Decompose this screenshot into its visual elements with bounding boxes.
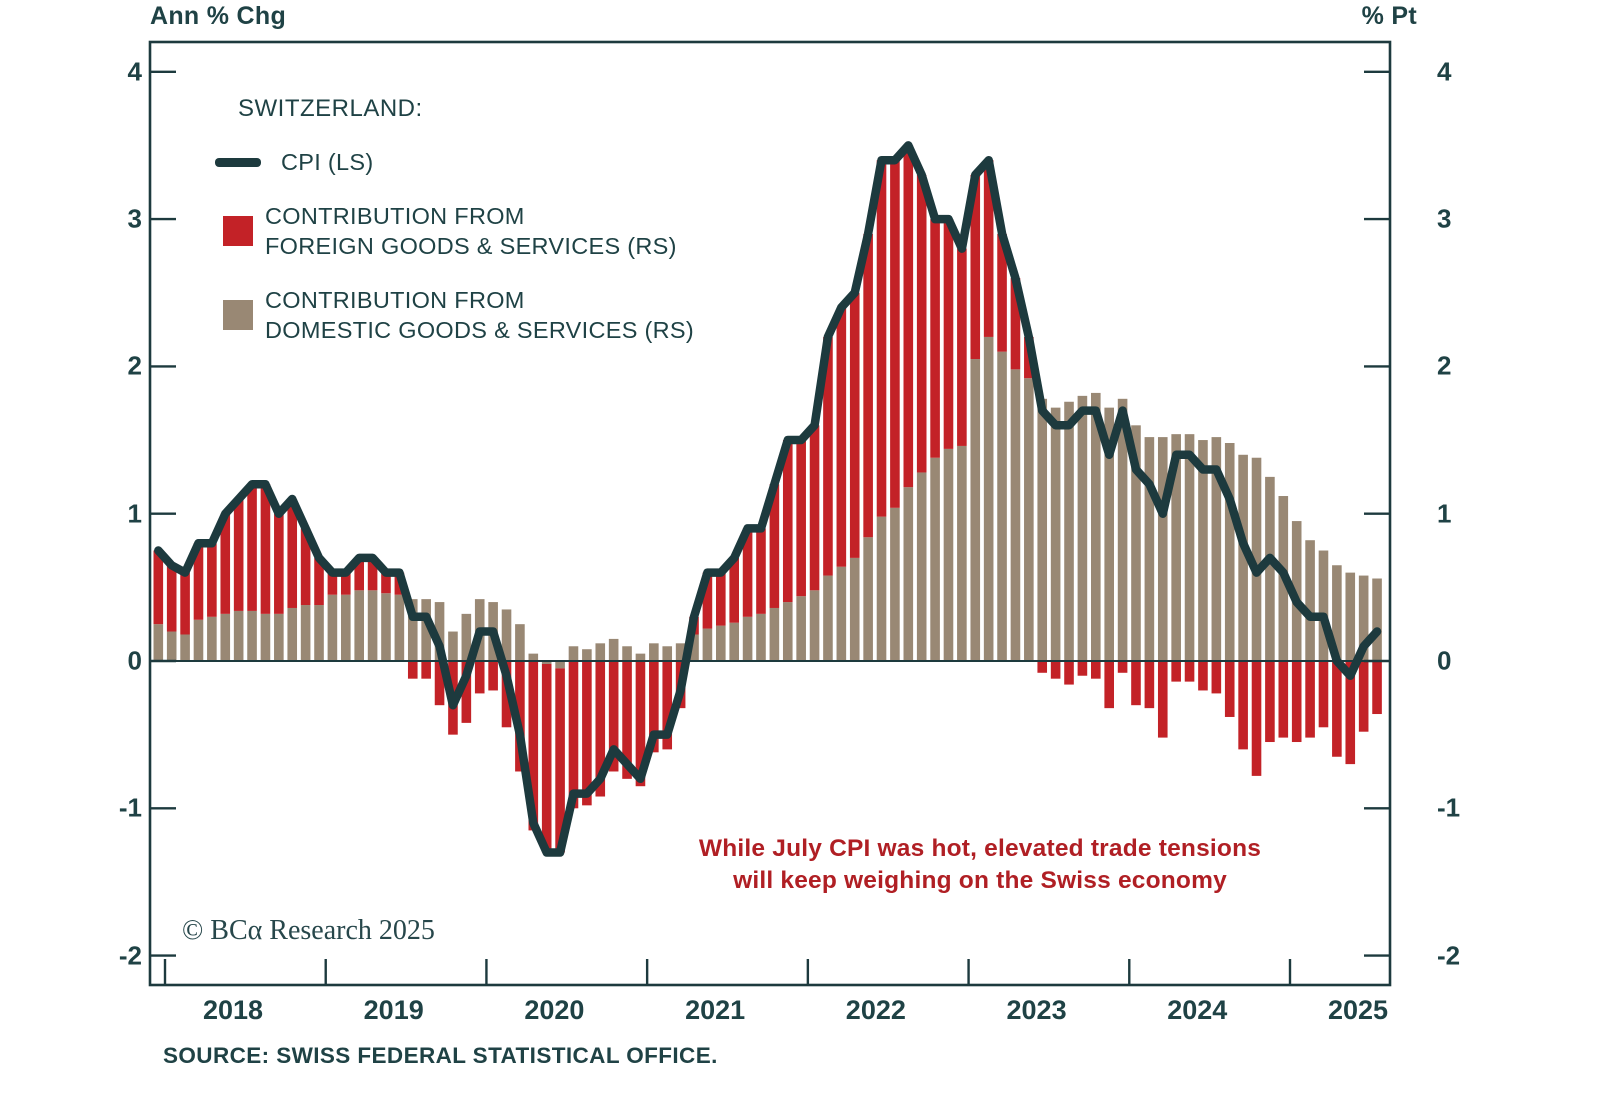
copyright-note: © BCα Research 2025 [182, 915, 435, 946]
legend-item-cpi: CPI (LS) [215, 147, 694, 177]
x-axis-label-2018: 2018 [202, 995, 264, 1025]
y-axis-label-left: 4 [127, 56, 142, 87]
cpi-line-swatch [215, 157, 261, 167]
left-axis-title: Ann % Chg [150, 2, 287, 30]
y-axis-label-left: 0 [127, 645, 142, 676]
legend-item-foreign: CONTRIBUTION FROM FOREIGN GOODS & SERVICE… [215, 201, 694, 261]
legend-item-cpi-label: CPI (LS) [281, 149, 374, 175]
y-axis-label-left: -1 [118, 792, 142, 823]
y-axis-label-right: -1 [1437, 792, 1461, 823]
chart-annotation: While July CPI was hot, elevated trade t… [699, 833, 1261, 897]
domestic-bar-swatch [223, 300, 253, 330]
legend-item-domestic-label: CONTRIBUTION FROM DOMESTIC GOODS & SERVIC… [265, 285, 694, 345]
foreign-bar-swatch [223, 216, 253, 246]
x-axis-label-2024: 2024 [1167, 995, 1228, 1025]
y-axis-label-left: 1 [127, 498, 142, 529]
y-axis-label-left: -2 [118, 940, 142, 971]
x-axis-label-2025: 2025 [1327, 995, 1389, 1025]
y-axis-label-left: 3 [127, 203, 142, 234]
y-axis-label-right: 4 [1437, 56, 1452, 87]
x-axis-label-2020: 2020 [524, 995, 585, 1025]
x-axis-label-2021: 2021 [685, 995, 746, 1025]
legend-item-foreign-label-line1: CONTRIBUTION FROM [265, 203, 525, 229]
legend-item-foreign-label-line2: FOREIGN GOODS & SERVICES (RS) [265, 233, 677, 259]
legend-item-domestic: CONTRIBUTION FROM DOMESTIC GOODS & SERVIC… [215, 285, 694, 345]
x-axis-label-2019: 2019 [363, 995, 424, 1025]
annotation-line2: will keep weighing on the Swiss economy [733, 867, 1227, 894]
legend-item-domestic-label-line1: CONTRIBUTION FROM [265, 287, 525, 313]
chart-legend: SWITZERLAND: CPI (LS) CONTRIBUTION FROM F… [215, 95, 694, 345]
x-axis-label-2023: 2023 [1006, 995, 1067, 1025]
y-axis-label-right: -2 [1437, 940, 1461, 971]
legend-item-domestic-label-line2: DOMESTIC GOODS & SERVICES (RS) [265, 317, 695, 343]
y-axis-label-right: 0 [1437, 645, 1452, 676]
annotation-line1: While July CPI was hot, elevated trade t… [698, 835, 1262, 862]
right-axis-title: % Pt [1361, 2, 1417, 30]
legend-item-foreign-label: CONTRIBUTION FROM FOREIGN GOODS & SERVICE… [265, 201, 677, 261]
source-note: SOURCE: SWISS FEDERAL STATISTICAL OFFICE… [163, 1043, 718, 1068]
y-axis-label-left: 2 [127, 350, 142, 381]
y-axis-label-right: 3 [1437, 203, 1452, 234]
x-axis-label-2022: 2022 [845, 995, 906, 1025]
y-axis-label-right: 2 [1437, 350, 1452, 381]
legend-title: SWITZERLAND: [238, 95, 423, 122]
y-axis-label-right: 1 [1437, 498, 1452, 529]
